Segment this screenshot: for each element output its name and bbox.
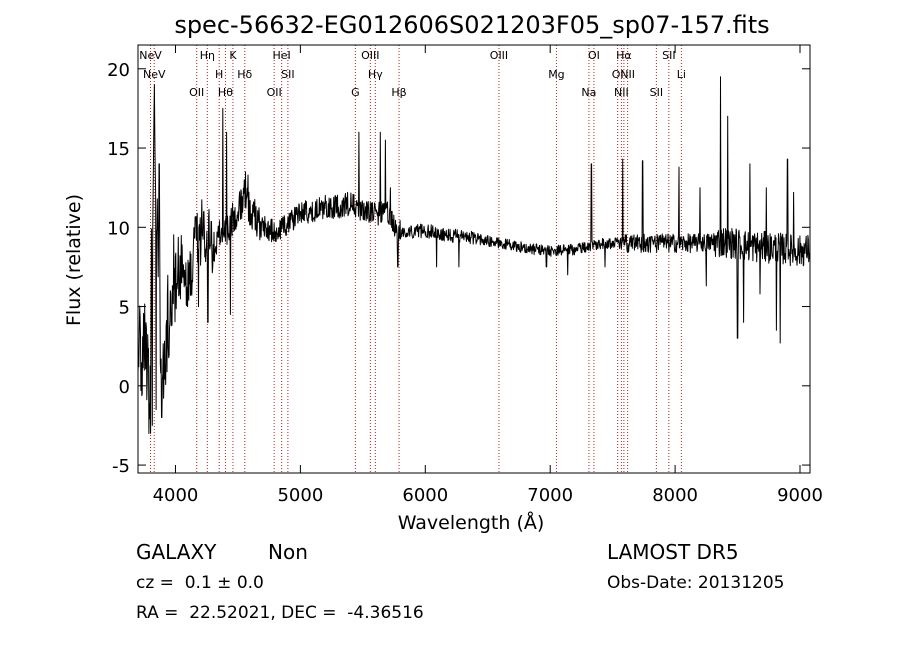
coords-label: RA = 22.52021, DEC = -4.36516	[136, 603, 424, 623]
emission-marker-label: H	[215, 68, 223, 81]
emission-marker-label: OIII	[361, 49, 379, 62]
emission-marker-label: SII	[650, 86, 663, 99]
x-tick-label: 6000	[402, 485, 448, 506]
y-axis-label: Flux (relative)	[63, 194, 85, 326]
class-label: GALAXY	[136, 540, 217, 564]
emission-marker-label: Hθ	[218, 86, 233, 99]
emission-marker-label: Hβ	[391, 86, 406, 99]
x-axis-ticks: 4000 5000 6000 7000 8000 9000	[153, 45, 823, 506]
emission-marker-label: OI	[612, 68, 624, 81]
emission-marker-label: NeV	[139, 49, 162, 62]
emission-marker-label: NII	[620, 68, 635, 81]
y-tick-label: 5	[119, 298, 130, 319]
x-tick-label: 7000	[527, 485, 573, 506]
obs-date-label: Obs-Date: 20131205	[607, 573, 785, 593]
emission-marker-label: OII	[189, 86, 204, 99]
y-tick-label: 0	[119, 377, 130, 398]
emission-marker-label: Hγ	[368, 68, 383, 81]
subclass-label: Non	[268, 540, 308, 564]
plot-frame	[137, 44, 811, 474]
y-tick-label: 10	[107, 218, 130, 239]
y-tick-label: -5	[112, 456, 130, 477]
emission-marker-label: Hη	[200, 49, 215, 62]
chart-title: spec-56632-EG012606S021203F05_sp07-157.f…	[174, 11, 769, 39]
redshift-label: cz = 0.1 ± 0.0	[136, 573, 264, 593]
x-tick-label: 9000	[777, 485, 823, 506]
x-tick-label: 4000	[153, 485, 199, 506]
emission-line-labels: NeV NeV OII HηH Hθ KHδ OII HeI SII G OIII Hγ Hβ OIII M…	[139, 49, 686, 99]
y-tick-label: 20	[107, 60, 130, 81]
emission-marker-label: NeV	[143, 68, 166, 81]
y-tick-label: 15	[107, 139, 130, 160]
emission-marker-label: SII	[281, 68, 294, 81]
x-tick-label: 5000	[277, 485, 323, 506]
x-axis-label: Wavelength (Å)	[398, 511, 545, 534]
spectrum-line	[137, 76, 811, 434]
emission-marker-label: Mg	[548, 68, 564, 81]
emission-marker-label: OII	[267, 86, 282, 99]
emission-marker-label: HeI	[272, 49, 290, 62]
survey-label: LAMOST DR5	[607, 540, 739, 564]
emission-marker-label: Hα	[616, 49, 632, 62]
emission-marker-label: SII	[662, 49, 675, 62]
emission-marker-label: OI	[588, 49, 600, 62]
emission-marker-label: OIII	[490, 49, 508, 62]
x-tick-label: 8000	[652, 485, 698, 506]
emission-marker-label: G	[351, 86, 360, 99]
emission-marker-label: Li	[677, 68, 686, 81]
y-axis-ticks: -5 0 5 10 15 20	[107, 60, 810, 477]
emission-marker-label: NII	[614, 86, 629, 99]
emission-marker-label: Hδ	[237, 68, 252, 81]
emission-marker-label: K	[229, 49, 237, 62]
emission-marker-label: Na	[581, 86, 596, 99]
